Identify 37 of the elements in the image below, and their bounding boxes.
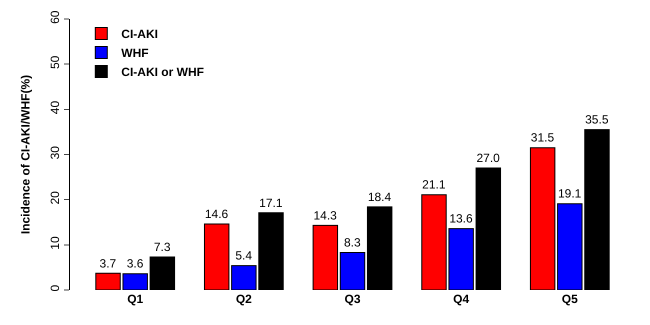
y-tick-label: 60 [48,10,62,24]
x-tick-label: Q1 [127,292,144,306]
text: 8.3 [344,236,361,250]
text: 21.1 [422,178,446,192]
bar [312,224,338,290]
text: 3.6 [126,256,144,271]
x-tick-label: Q4 [453,292,470,306]
text: 3.7 [100,256,116,270]
x-tick-label: Q2 [236,292,252,306]
y-axis-title: Incidence of CI-AKI/WHF(%) [18,74,32,234]
y-tick-label: 0 [48,284,62,292]
bar [366,206,392,290]
y-tick-label: 40 [48,100,62,114]
text: 7.3 [154,240,171,254]
x-tick-label: Q5 [562,292,578,306]
text: 18.4 [368,190,392,204]
y-tick-label: 30 [48,146,62,160]
legend-label: CI-AKI or WHF [121,65,204,80]
text: 17.1 [259,196,283,210]
bar [258,212,284,290]
text: 27.0 [476,151,500,166]
bar [421,194,447,290]
text: 19.1 [558,186,582,201]
text: 35.5 [585,112,608,127]
legend-label: CI-AKI [121,27,158,42]
legend-label: WHF [121,46,149,60]
x-tick-label: Q3 [344,292,361,306]
y-tick-label: 10 [48,236,62,250]
text: 14.3 [313,208,337,222]
bar [584,129,610,290]
y-tick-label: 20 [48,190,62,205]
text: 5.4 [235,248,252,263]
text: 31.5 [530,130,554,145]
text: 14.6 [204,207,228,222]
y-tick-label: 50 [48,55,62,70]
bar [340,252,366,290]
text: 13.6 [449,212,473,226]
